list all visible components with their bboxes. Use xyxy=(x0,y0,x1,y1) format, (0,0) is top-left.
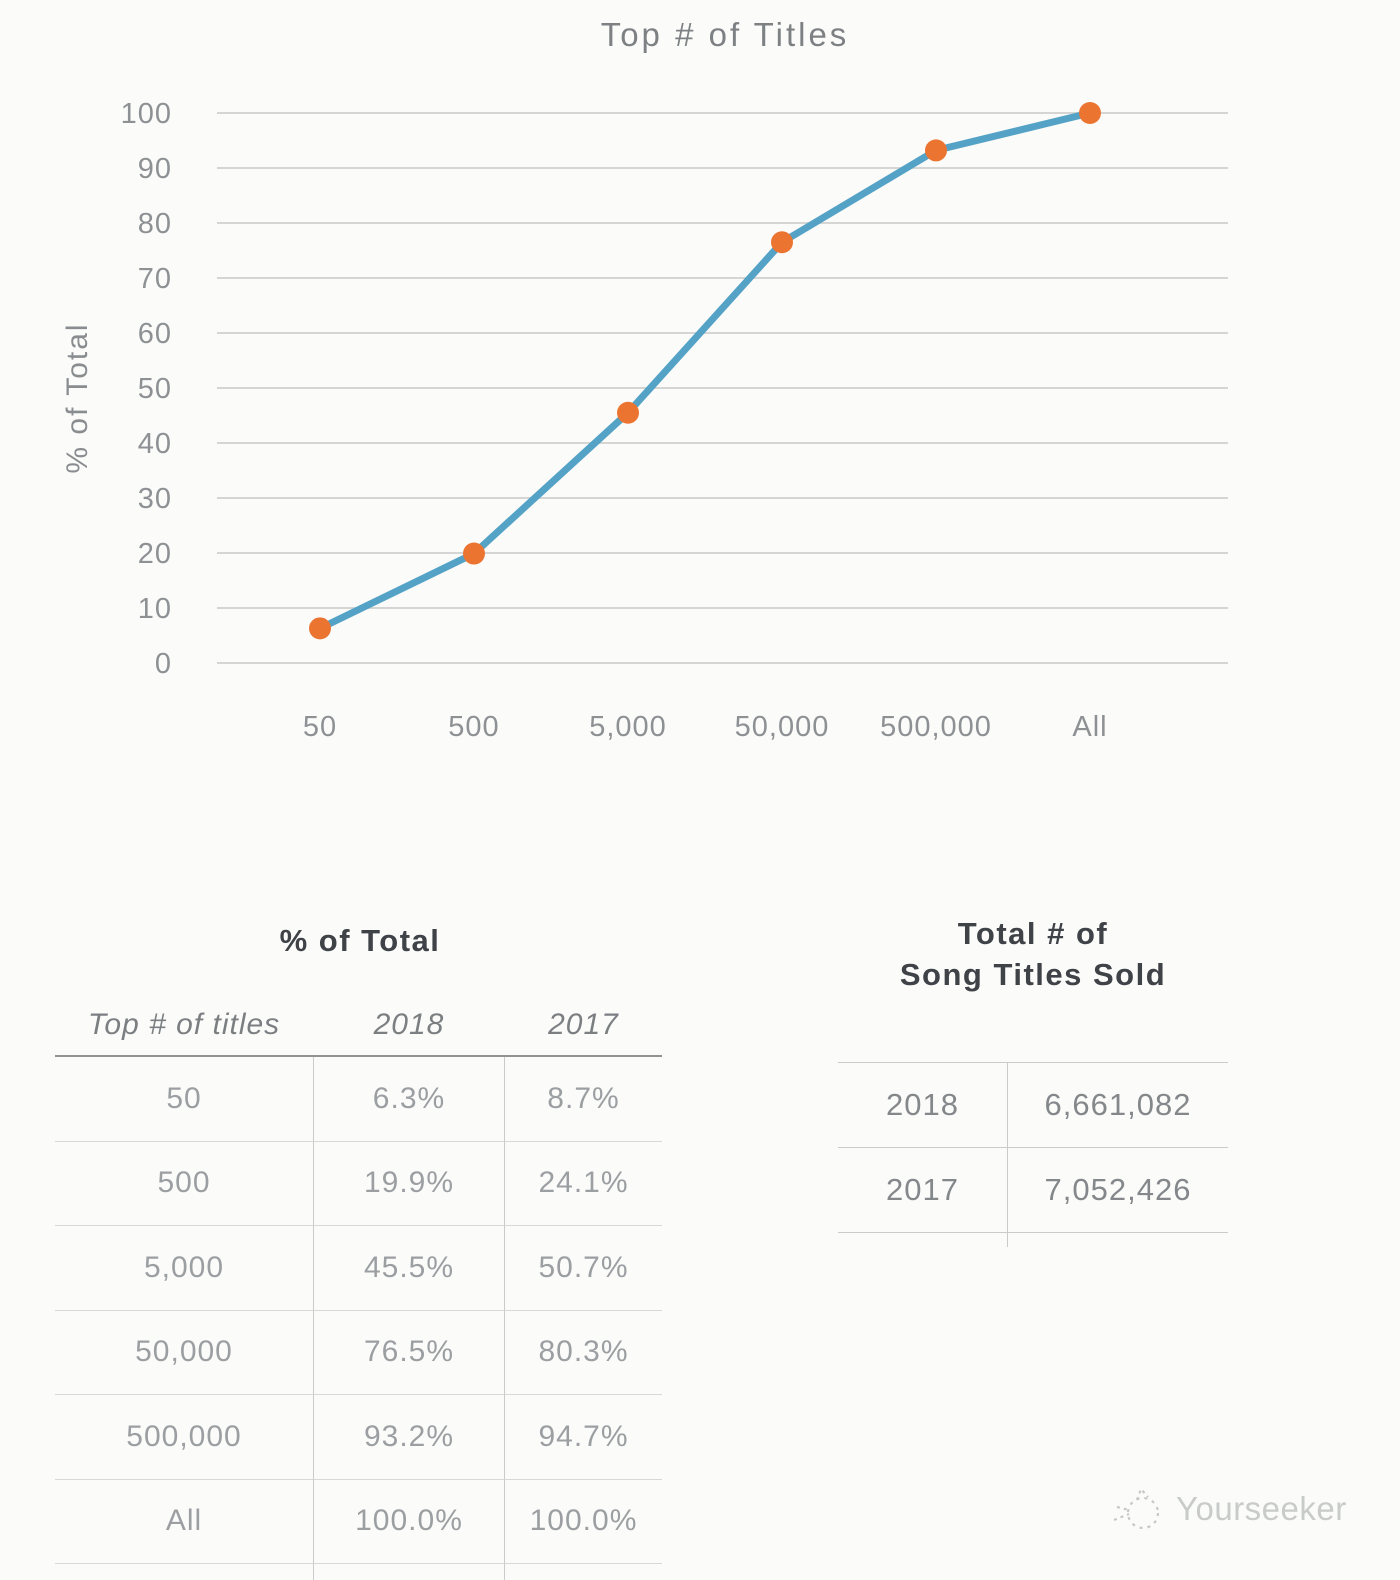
table-cell: 24.1% xyxy=(505,1142,662,1226)
titles-sold-title-line1: Total # of xyxy=(957,916,1109,951)
table-cell: 45.5% xyxy=(313,1226,505,1311)
line-chart: 0 10 20 30 40 50 60 70 80 90 100 50 500 5,000 50,000 50… xyxy=(121,98,1228,743)
y-tick-label: 20 xyxy=(138,538,172,570)
table-cell: 50,000 xyxy=(55,1311,313,1395)
table-cell: 7,052,426 xyxy=(1007,1148,1228,1233)
table-cell: All xyxy=(55,1480,313,1564)
y-tick-label: 80 xyxy=(138,208,172,240)
brand-watermark: Yourseeker xyxy=(1106,1480,1347,1538)
yourseeker-logo-icon xyxy=(1113,1486,1160,1530)
x-tick-label: 50,000 xyxy=(735,711,830,743)
column-header: Top # of titles xyxy=(55,995,313,1057)
percent-table-title: % of Total xyxy=(279,923,441,958)
table-cell: 100.0% xyxy=(313,1479,505,1564)
y-tick-label: 40 xyxy=(138,428,172,460)
x-tick-label: All xyxy=(1072,711,1107,743)
titles-sold-table-title: Total # of Song Titles Sold xyxy=(900,913,1166,995)
table-border-stub xyxy=(313,1564,505,1580)
table-border-stub xyxy=(1007,1233,1228,1247)
y-tick-label: 70 xyxy=(138,263,172,295)
x-tick-label: 50 xyxy=(303,711,337,743)
table-cell: 5,000 xyxy=(55,1226,313,1311)
data-point xyxy=(463,542,485,565)
titles-sold-title-line2: Song Titles Sold xyxy=(899,957,1167,992)
table-border-stub xyxy=(55,1564,313,1580)
table-cell: 80.3% xyxy=(505,1311,662,1395)
y-tick-label: 60 xyxy=(138,318,172,350)
table-cell: 2017 xyxy=(838,1148,1007,1233)
y-tick-label: 90 xyxy=(138,153,172,185)
column-header: 2018 xyxy=(313,995,505,1057)
table-cell: 6,661,082 xyxy=(1007,1063,1228,1148)
y-tick-label: 50 xyxy=(138,373,172,405)
table-cell: 500 xyxy=(55,1142,313,1226)
titles-sold-table: 2018 6,661,082 2017 7,052,426 xyxy=(838,1062,1228,1247)
table-border-stub xyxy=(838,1233,1007,1247)
percent-of-total-table: Top # of titles 2018 2017 50 6.3% 8.7% 5… xyxy=(55,995,662,1580)
table-border-stub xyxy=(505,1564,662,1580)
table-cell: 50.7% xyxy=(505,1226,662,1311)
data-point xyxy=(1079,102,1101,124)
data-point xyxy=(771,231,793,254)
x-tick-label: 500 xyxy=(448,711,499,743)
table-cell: 76.5% xyxy=(313,1310,505,1395)
table-cell: 94.7% xyxy=(505,1395,662,1480)
table-cell: 6.3% xyxy=(313,1057,505,1142)
table-cell: 100.0% xyxy=(505,1480,662,1564)
brand-name: Yourseeker xyxy=(1176,1490,1347,1527)
y-tick-label: 30 xyxy=(138,483,172,515)
y-tick-label: 10 xyxy=(138,593,172,625)
table-cell: 2018 xyxy=(838,1063,1007,1148)
data-point xyxy=(309,617,331,640)
table-cell: 500,000 xyxy=(55,1395,313,1480)
x-tick-label: 5,000 xyxy=(589,711,667,743)
y-tick-label: 0 xyxy=(155,648,172,680)
table-cell: 8.7% xyxy=(505,1057,662,1142)
table-cell: 93.2% xyxy=(313,1395,505,1480)
y-tick-label: 100 xyxy=(121,98,172,130)
data-point xyxy=(617,401,639,424)
trend-line-2018 xyxy=(316,109,1094,632)
column-header: 2017 xyxy=(505,995,662,1057)
table-cell: 50 xyxy=(55,1057,313,1142)
chart-title: Top # of Titles xyxy=(600,16,850,53)
table-cell: 19.9% xyxy=(313,1141,505,1226)
data-point xyxy=(925,139,947,162)
x-tick-label: 500,000 xyxy=(880,711,992,743)
